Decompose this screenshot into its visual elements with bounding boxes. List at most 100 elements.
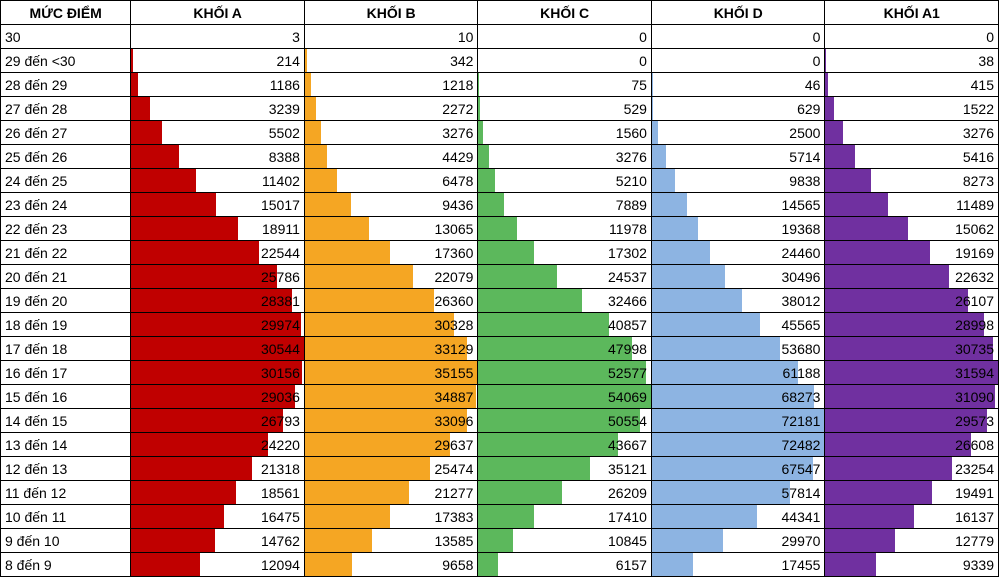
value-d: 17455 (782, 557, 821, 573)
bar-d (652, 313, 760, 336)
value-b: 26360 (434, 293, 473, 309)
value-b: 13585 (434, 533, 473, 549)
bar-a (131, 97, 149, 120)
value-d: 5714 (789, 149, 820, 165)
cell-a: 214 (131, 49, 305, 73)
cell-a1: 12779 (825, 529, 999, 553)
bar-b (305, 193, 351, 216)
cell-b: 22079 (304, 265, 478, 289)
cell-a1: 26608 (825, 433, 999, 457)
value-d: 0 (813, 53, 821, 69)
cell-a: 29974 (131, 313, 305, 337)
table-row: 10 đến 111647517383174104434116137 (1, 505, 999, 529)
bar-d (652, 217, 698, 240)
value-d: 24460 (782, 245, 821, 261)
table-row: 18 đến 192997430328408574556528998 (1, 313, 999, 337)
cell-c: 24537 (478, 265, 652, 289)
bar-a (131, 169, 195, 192)
value-c: 5210 (616, 173, 647, 189)
value-c: 17302 (608, 245, 647, 261)
table-row: 27 đến 28323922725296291522 (1, 97, 999, 121)
cell-a1: 28998 (825, 313, 999, 337)
bar-b (305, 265, 413, 288)
cell-c: 50554 (478, 409, 652, 433)
bar-c (478, 97, 480, 120)
value-c: 35121 (608, 461, 647, 477)
bar-d (652, 121, 658, 144)
cell-a: 3 (131, 25, 305, 49)
value-c: 11978 (609, 221, 647, 237)
value-a1: 8273 (963, 173, 994, 189)
bar-a (131, 553, 199, 576)
value-a: 214 (277, 53, 300, 69)
value-c: 50554 (608, 413, 647, 429)
cell-b: 10 (304, 25, 478, 49)
value-a: 22544 (261, 245, 300, 261)
bar-a1 (825, 529, 895, 552)
value-b: 34887 (434, 389, 473, 405)
value-c: 54069 (608, 389, 647, 405)
value-a1: 38 (978, 53, 994, 69)
bar-c (478, 169, 495, 192)
cell-a: 5502 (131, 121, 305, 145)
cell-d: 29970 (651, 529, 825, 553)
value-a1: 26608 (955, 437, 994, 453)
row-label: 23 đến 24 (1, 193, 131, 217)
bar-a1 (825, 481, 931, 504)
value-c: 7889 (616, 197, 647, 213)
table-row: 8 đến 91209496586157174559339 (1, 553, 999, 577)
cell-a1: 19491 (825, 481, 999, 505)
value-b: 6478 (442, 173, 473, 189)
cell-a: 14762 (131, 529, 305, 553)
value-a: 30156 (261, 365, 300, 381)
cell-c: 43667 (478, 433, 652, 457)
value-b: 33096 (434, 413, 473, 429)
cell-a: 15017 (131, 193, 305, 217)
cell-a: 29036 (131, 385, 305, 409)
row-label: 24 đến 25 (1, 169, 131, 193)
bar-b (305, 49, 307, 72)
bar-a1 (825, 97, 833, 120)
value-a1: 22632 (955, 269, 994, 285)
cell-a: 8388 (131, 145, 305, 169)
value-a1: 26107 (955, 293, 994, 309)
table-row: 21 đến 222254417360173022446019169 (1, 241, 999, 265)
cell-a1: 8273 (825, 169, 999, 193)
cell-a1: 3276 (825, 121, 999, 145)
value-b: 30328 (434, 317, 473, 333)
bar-a (131, 193, 216, 216)
cell-a: 21318 (131, 457, 305, 481)
cell-c: 1560 (478, 121, 652, 145)
cell-d: 0 (651, 25, 825, 49)
bar-b (305, 505, 390, 528)
cell-d: 38012 (651, 289, 825, 313)
cell-c: 6157 (478, 553, 652, 577)
cell-d: 19368 (651, 217, 825, 241)
cell-c: 7889 (478, 193, 652, 217)
value-d: 46 (805, 77, 821, 93)
bar-c (478, 217, 516, 240)
cell-d: 629 (651, 97, 825, 121)
value-d: 61188 (783, 365, 821, 381)
bar-b (305, 289, 434, 312)
value-a: 24220 (261, 437, 300, 453)
cell-a1: 26107 (825, 289, 999, 313)
bar-b (305, 529, 372, 552)
table-row: 19 đến 202838126360324663801226107 (1, 289, 999, 313)
bar-c (478, 433, 617, 456)
cell-a1: 31594 (825, 361, 999, 385)
cell-d: 67547 (651, 457, 825, 481)
bar-c (478, 145, 488, 168)
cell-b: 26360 (304, 289, 478, 313)
bar-d (652, 265, 725, 288)
value-c: 17410 (608, 509, 647, 525)
value-d: 2500 (789, 125, 820, 141)
cell-d: 14565 (651, 193, 825, 217)
row-label: 29 đến <30 (1, 49, 131, 73)
cell-b: 35155 (304, 361, 478, 385)
header-row: MỨC ĐIỂMKHỐI AKHỐI BKHỐI CKHỐI DKHỐI A1 (1, 1, 999, 25)
cell-a: 16475 (131, 505, 305, 529)
value-a: 29036 (261, 389, 300, 405)
bar-c (478, 265, 556, 288)
bar-a (131, 121, 162, 144)
